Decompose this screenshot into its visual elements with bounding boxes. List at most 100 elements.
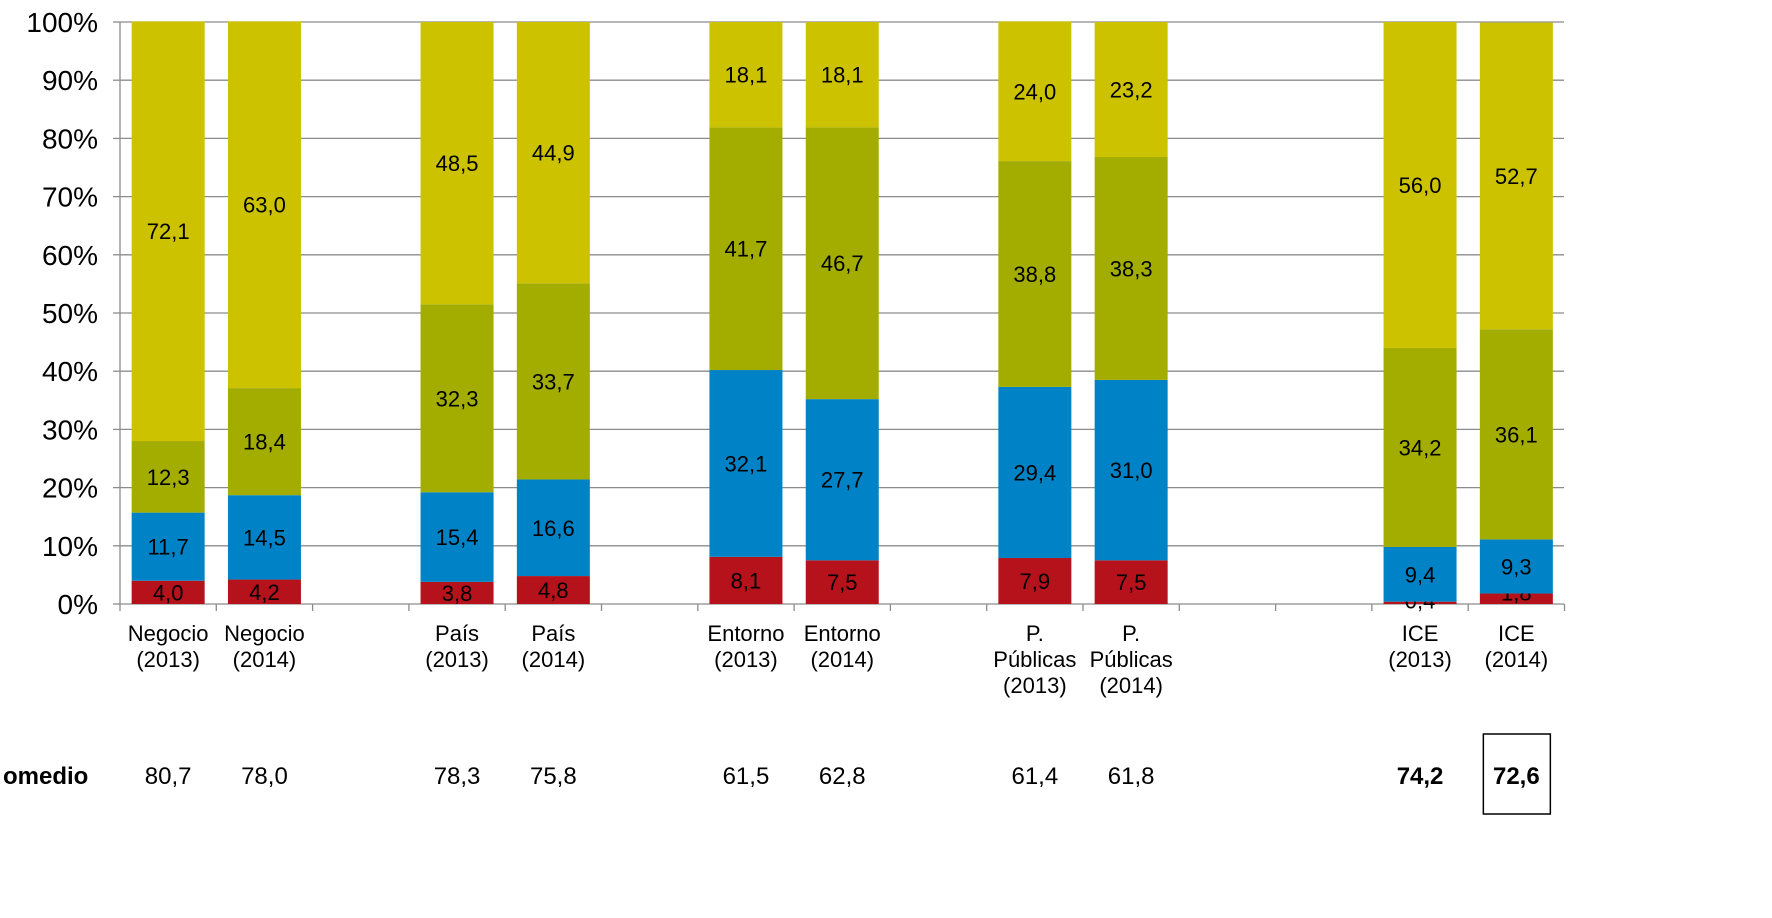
- category-label: P.: [1122, 621, 1140, 646]
- data-label: 4,8: [538, 578, 569, 603]
- bar-segment: [516, 283, 590, 480]
- bar-segment: [709, 370, 783, 557]
- bar-segment: [1383, 347, 1457, 547]
- bar-segment: [709, 127, 783, 371]
- category-label: Entorno: [707, 621, 784, 646]
- data-label: 72,1: [147, 219, 190, 244]
- promedio-value: 78,3: [434, 763, 481, 790]
- bar-segment: [805, 399, 879, 561]
- bar-segment: [1479, 593, 1553, 604]
- y-tick-label: 40%: [42, 356, 98, 387]
- promedio-value: 74,2: [1397, 763, 1444, 790]
- bar-segment: [998, 21, 1072, 162]
- data-label: 36,1: [1495, 422, 1538, 447]
- bar-segment: [709, 556, 783, 604]
- data-label: 11,7: [148, 535, 189, 560]
- promedio-value: 78,0: [241, 763, 288, 790]
- bar-segment: [516, 576, 590, 604]
- bar-segment: [709, 22, 783, 128]
- data-label: 18,1: [821, 63, 864, 88]
- bar-segment: [998, 558, 1072, 604]
- y-tick-label: 10%: [42, 531, 98, 562]
- y-tick-label: 80%: [42, 123, 98, 154]
- bar-segment: [1383, 601, 1457, 604]
- y-tick-label: 60%: [42, 240, 98, 271]
- bar-segment: [131, 21, 205, 442]
- data-label: 3,8: [442, 581, 473, 606]
- data-label: 44,9: [532, 141, 575, 166]
- data-label: 24,0: [1013, 79, 1056, 104]
- bar-segment: [227, 495, 301, 580]
- data-label: 63,0: [243, 193, 286, 218]
- bar-segment: [1479, 329, 1553, 540]
- category-label: (2013): [425, 647, 489, 672]
- category-label: ICE: [1402, 621, 1439, 646]
- bar-segment: [227, 388, 301, 496]
- data-label: 48,5: [436, 151, 479, 176]
- data-label: 52,7: [1495, 164, 1538, 189]
- data-label: 4,0: [153, 580, 184, 605]
- bar-segment: [420, 304, 494, 493]
- category-label: (2014): [522, 647, 586, 672]
- data-label: 29,4: [1013, 460, 1056, 485]
- bar-segment: [1383, 22, 1457, 348]
- y-tick-label: 70%: [42, 182, 98, 213]
- data-label: 9,3: [1501, 554, 1532, 579]
- data-label: 7,5: [827, 570, 858, 595]
- promedio-value: 75,8: [530, 763, 577, 790]
- y-tick-label: 50%: [42, 298, 98, 329]
- bar-segment: [131, 441, 205, 513]
- category-label: (2013): [1003, 673, 1067, 698]
- bar-segment: [131, 512, 205, 581]
- y-tick-label: 100%: [26, 7, 98, 38]
- category-label: (2013): [136, 647, 200, 672]
- data-label: 8,1: [731, 568, 762, 593]
- promedio-value: 62,8: [819, 763, 866, 790]
- bar-segment: [420, 22, 494, 305]
- bar-segment: [1094, 379, 1168, 561]
- data-label: 27,7: [821, 468, 864, 493]
- data-label: 18,1: [725, 63, 768, 88]
- category-label: Públicas: [993, 647, 1076, 672]
- bar-segment: [516, 22, 590, 284]
- data-label: 14,5: [243, 525, 286, 550]
- y-tick-label: 90%: [42, 65, 98, 96]
- data-label: 38,8: [1013, 262, 1056, 287]
- bar-segment: [516, 479, 590, 577]
- bar-segment: [998, 386, 1072, 559]
- bar-segment: [1479, 22, 1553, 330]
- category-label: (2014): [1485, 647, 1549, 672]
- bar-segment: [1094, 22, 1168, 158]
- data-label: 12,3: [147, 465, 190, 490]
- data-label: 46,7: [821, 251, 864, 276]
- data-label: 9,4: [1405, 562, 1436, 587]
- category-label: Negocio: [128, 621, 209, 646]
- bar-segment: [805, 127, 879, 400]
- data-label: 38,3: [1110, 256, 1153, 281]
- bar-segment: [805, 560, 879, 604]
- y-tick-label: 0%: [58, 589, 98, 620]
- data-label: 4,2: [249, 580, 280, 605]
- bar-segment: [1094, 560, 1168, 604]
- promedio-highlight-box: [1482, 733, 1552, 815]
- bar-segment: [998, 161, 1072, 387]
- category-label: Entorno: [804, 621, 881, 646]
- bar-segment: [227, 21, 301, 389]
- data-label: 34,2: [1399, 435, 1442, 460]
- category-label: País: [531, 621, 575, 646]
- category-label: Públicas: [1090, 647, 1173, 672]
- data-label: 31,0: [1110, 458, 1153, 483]
- bar-segment: [1383, 546, 1457, 602]
- data-label: 33,7: [532, 369, 575, 394]
- category-label: (2013): [714, 647, 778, 672]
- data-label: 16,6: [532, 516, 575, 541]
- promedio-value: 61,8: [1108, 763, 1155, 790]
- data-label: 7,5: [1116, 570, 1147, 595]
- promedio-value: 61,4: [1011, 763, 1058, 790]
- category-label: País: [435, 621, 479, 646]
- promedio-value: 61,5: [723, 763, 770, 790]
- data-label: 41,7: [725, 237, 768, 262]
- bar-segment: [131, 580, 205, 604]
- data-label: 18,4: [243, 430, 286, 455]
